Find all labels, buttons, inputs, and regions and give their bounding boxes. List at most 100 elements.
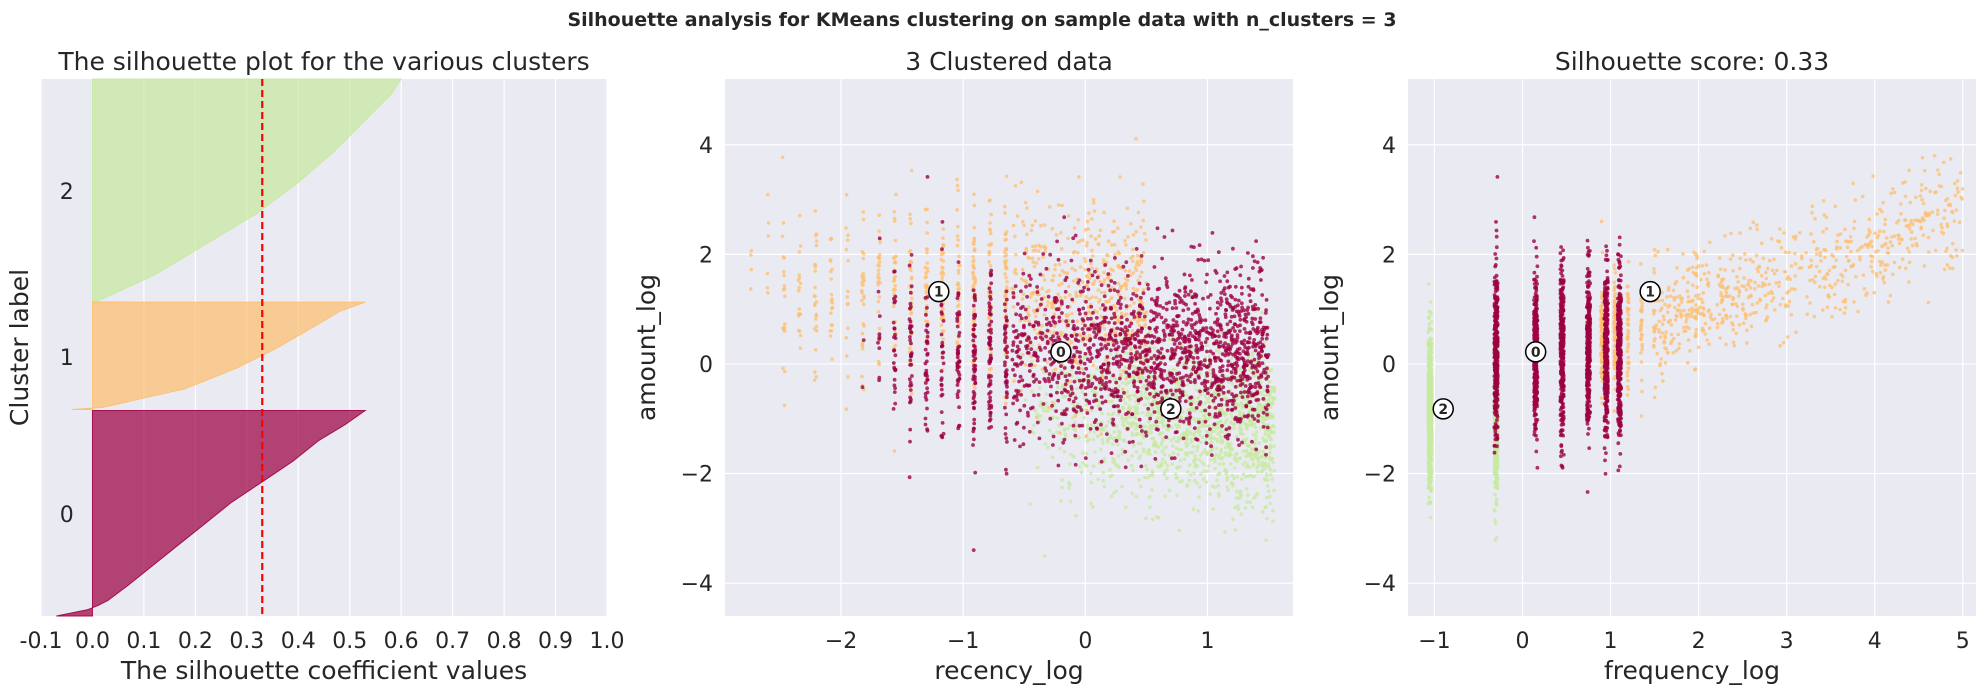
scatter-point-cluster-2	[1210, 406, 1215, 411]
scatter-point-cluster-0	[1118, 327, 1123, 331]
y-tick-label: −4	[681, 572, 713, 597]
scatter-point-cluster-0	[1022, 425, 1026, 430]
scatter-point-cluster-1	[891, 304, 896, 309]
scatter-point-cluster-2	[1200, 435, 1205, 440]
scatter-point-cluster-0	[1194, 406, 1199, 410]
scatter-point-cluster-0	[1104, 346, 1109, 351]
scatter-point-cluster-2	[1130, 421, 1135, 426]
scatter-point-cluster-1	[1029, 354, 1033, 359]
x-tick-label: 0.8	[487, 629, 522, 654]
scatter-point-cluster-2	[1248, 368, 1252, 372]
scatter-point-cluster-0	[1232, 394, 1236, 399]
scatter-point-cluster-0	[1193, 301, 1197, 306]
scatter-point-cluster-0	[1005, 385, 1009, 389]
scatter-point-cluster-1	[1051, 400, 1055, 405]
scatter-point-cluster-2	[1262, 340, 1267, 344]
scatter-point-cluster-0	[1089, 323, 1094, 328]
scatter-point-cluster-2	[1251, 448, 1255, 452]
scatter-point-cluster-0	[1072, 324, 1076, 328]
scatter-point-cluster-2	[1141, 410, 1145, 415]
scatter-point-cluster-0	[908, 354, 913, 358]
scatter-point-cluster-0	[1063, 374, 1068, 379]
scatter-point-cluster-2	[1130, 454, 1134, 458]
scatter-point-cluster-0	[1196, 257, 1201, 262]
scatter-point-cluster-0	[1194, 348, 1199, 353]
cluster-label-1: 1	[60, 346, 74, 371]
scatter-point-cluster-0	[1190, 334, 1195, 338]
scatter-point-cluster-0	[1152, 317, 1156, 322]
scatter-point-cluster-1	[1115, 309, 1119, 313]
scatter-point-cluster-0	[1063, 334, 1067, 339]
scatter-point-cluster-0	[1163, 318, 1168, 323]
scatter-point-cluster-2	[1172, 436, 1176, 440]
scatter-point-cluster-1	[1020, 352, 1025, 357]
scatter-point-cluster-0	[1239, 390, 1243, 395]
scatter-point-cluster-0	[1010, 348, 1015, 353]
scatter-point-cluster-0	[1027, 429, 1032, 434]
scatter-point-cluster-0	[1060, 390, 1064, 395]
scatter-point-cluster-0	[1186, 292, 1191, 297]
scatter-point-cluster-2	[1180, 479, 1185, 483]
scatter-point-cluster-2	[1261, 417, 1265, 421]
scatter-point-cluster-0	[1055, 331, 1059, 336]
scatter-point-cluster-0	[1193, 328, 1197, 333]
scatter-point-cluster-0	[893, 299, 898, 303]
scatter-point-cluster-0	[909, 253, 914, 257]
scatter-point-cluster-0	[1026, 383, 1030, 388]
scatter-point-cluster-0	[925, 351, 930, 356]
scatter-point-cluster-2	[1213, 455, 1217, 460]
scatter-point-cluster-0	[1163, 362, 1167, 366]
scatter-point-cluster-2	[1174, 423, 1178, 427]
scatter-point-cluster-0	[1112, 281, 1117, 285]
scatter-point-cluster-2	[1213, 485, 1218, 489]
scatter-point-cluster-2	[1254, 430, 1259, 434]
scatter-point-cluster-1	[987, 199, 992, 203]
scatter-point-cluster-2	[1072, 454, 1076, 459]
scatter-point-cluster-0	[1146, 382, 1151, 387]
scatter-point-cluster-0	[1003, 335, 1008, 340]
scatter-point-cluster-0	[1217, 384, 1221, 389]
scatter-point-cluster-2	[1207, 354, 1211, 359]
scatter-point-cluster-1	[1123, 296, 1127, 301]
scatter-point-cluster-0	[972, 363, 976, 368]
scatter-point-cluster-0	[1130, 412, 1134, 417]
scatter-point-cluster-2	[1082, 356, 1086, 360]
scatter-point-cluster-1	[1045, 290, 1049, 294]
scatter-point-cluster-0	[1029, 406, 1033, 411]
scatter-point-cluster-1	[1112, 219, 1116, 223]
scatter-point-cluster-1	[860, 346, 865, 351]
scatter-point-cluster-1	[1083, 267, 1087, 272]
scatter-point-cluster-1	[1013, 184, 1018, 188]
scatter-point-cluster-1	[955, 208, 959, 212]
scatter-point-cluster-2	[1107, 400, 1112, 404]
scatter-point-cluster-0	[1011, 343, 1016, 347]
scatter-point-cluster-0	[1081, 331, 1086, 336]
scatter-point-cluster-0	[1032, 393, 1036, 398]
scatter-point-cluster-1	[1034, 415, 1039, 420]
scatter-point-cluster-0	[1138, 360, 1143, 365]
scatter-point-cluster-1	[1085, 219, 1090, 224]
x-tick-label: 0.4	[281, 629, 316, 654]
scatter-point-cluster-0	[1224, 331, 1229, 336]
scatter-point-cluster-0	[1258, 316, 1263, 321]
scatter-point-cluster-2	[1239, 494, 1243, 498]
scatter-point-cluster-0	[957, 405, 961, 410]
scatter-point-cluster-0	[1224, 308, 1228, 313]
scatter-point-cluster-0	[1003, 325, 1007, 330]
scatter-point-cluster-2	[1134, 450, 1139, 454]
scatter-point-cluster-0	[1084, 398, 1089, 403]
scatter-point-cluster-2	[1117, 436, 1122, 441]
scatter-point-cluster-2	[1215, 439, 1220, 444]
scatter-point-cluster-2	[1148, 329, 1152, 334]
scatter-point-cluster-0	[1232, 362, 1237, 366]
scatter-point-cluster-0	[1233, 297, 1238, 302]
scatter-point-cluster-0	[1035, 358, 1040, 363]
scatter-point-cluster-1	[893, 275, 897, 279]
scatter-point-cluster-2	[1089, 423, 1094, 427]
scatter-point-cluster-0	[1064, 319, 1069, 324]
scatter-point-cluster-0	[1172, 456, 1177, 460]
scatter-point-cluster-2	[1057, 423, 1061, 427]
scatter-point-cluster-2	[1263, 429, 1268, 433]
scatter-point-cluster-1	[798, 312, 802, 317]
scatter-point-cluster-1	[814, 324, 819, 329]
